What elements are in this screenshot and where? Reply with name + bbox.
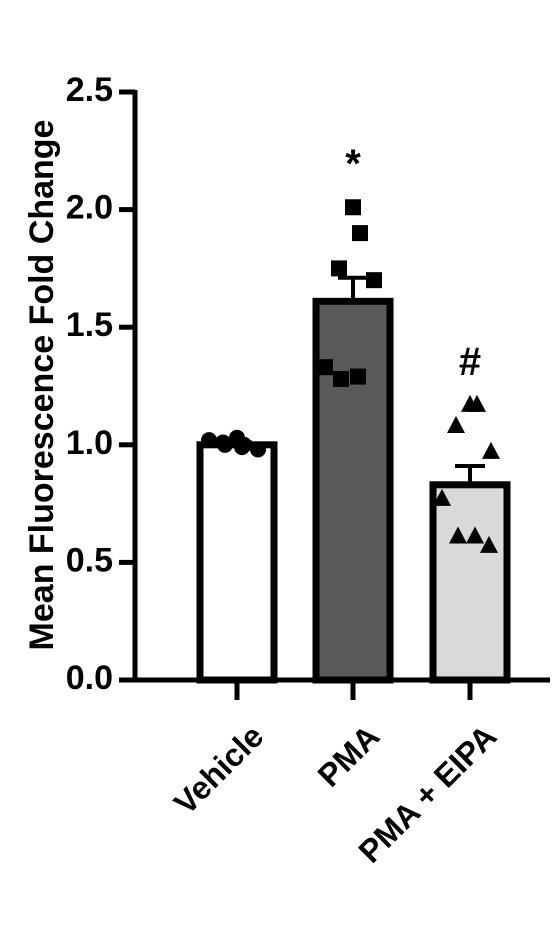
significance-marker: #: [459, 340, 481, 384]
y-tick-label: 0.5: [66, 541, 113, 579]
data-point: [234, 439, 250, 456]
data-point: [482, 441, 500, 459]
y-tick-label: 0.0: [66, 659, 113, 697]
significance-marker: *: [345, 142, 361, 186]
bar: [429, 481, 511, 684]
y-axis-label: Mean Fluorescence Fold Change: [23, 120, 61, 651]
bar: [312, 297, 394, 684]
data-point: [350, 368, 366, 385]
y-tick-label: 1.0: [66, 424, 113, 462]
data-point: [447, 415, 465, 433]
data-point: [352, 225, 368, 242]
data-point: [250, 441, 266, 458]
data-point: [449, 526, 467, 544]
data-point: [317, 359, 333, 376]
bar: [196, 441, 278, 684]
y-tick-label: 1.5: [66, 306, 113, 344]
data-point: [480, 535, 498, 553]
y-tick-label: 2.0: [66, 189, 113, 227]
x-tick-label: PMA: [311, 718, 387, 794]
data-point: [466, 526, 484, 544]
data-point: [331, 260, 347, 277]
y-tick-label: 2.5: [66, 71, 113, 109]
data-point: [345, 199, 361, 216]
data-point: [366, 272, 382, 289]
data-point: [201, 432, 217, 449]
data-point: [468, 394, 486, 412]
data-point: [217, 436, 233, 453]
x-tick-label: Vehicle: [167, 718, 270, 821]
data-point: [433, 488, 451, 506]
data-point: [333, 370, 349, 387]
